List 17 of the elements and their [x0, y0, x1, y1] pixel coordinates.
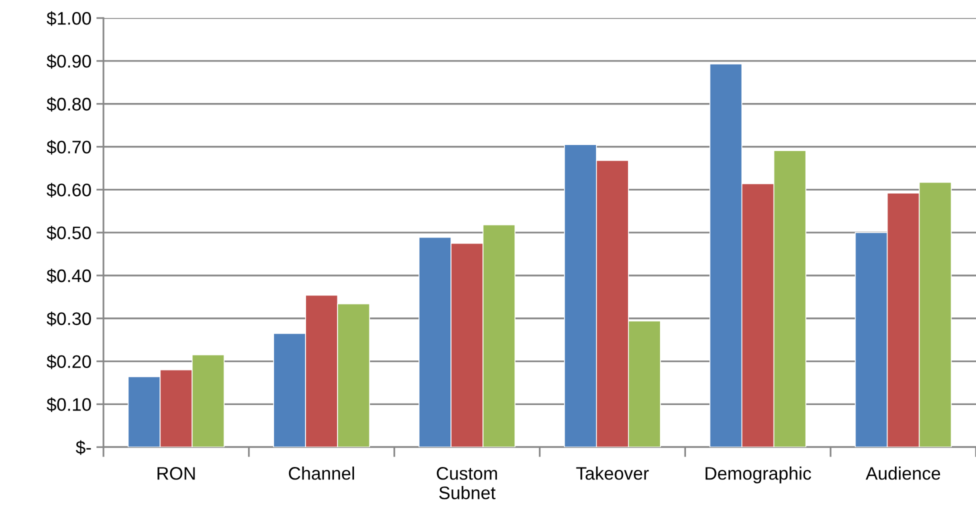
y-tick-label: $0.60: [46, 182, 91, 198]
x-tick-label: Channel: [288, 466, 354, 480]
y-tick-label: $0.50: [46, 226, 91, 240]
x-tick-label: Takeover: [576, 466, 649, 480]
x-tick-label: Custom Subnet: [436, 467, 497, 500]
y-tick-label: $0.20: [46, 354, 91, 370]
x-tick-label: Demographic: [706, 466, 812, 484]
y-tick-label: $1.00: [46, 11, 91, 26]
y-tick-label: $0.80: [46, 97, 91, 112]
y-tick-label: $0.90: [46, 54, 91, 69]
y-tick-label: $0.40: [46, 268, 91, 284]
y-tick-label: $-: [76, 440, 91, 455]
y-tick-label: $0.10: [46, 397, 91, 412]
x-tick-label: Audience: [866, 466, 940, 480]
y-tick-label: $0.70: [46, 140, 91, 155]
y-tick-label: $0.30: [46, 312, 91, 326]
x-tick-label: RON: [158, 467, 195, 480]
